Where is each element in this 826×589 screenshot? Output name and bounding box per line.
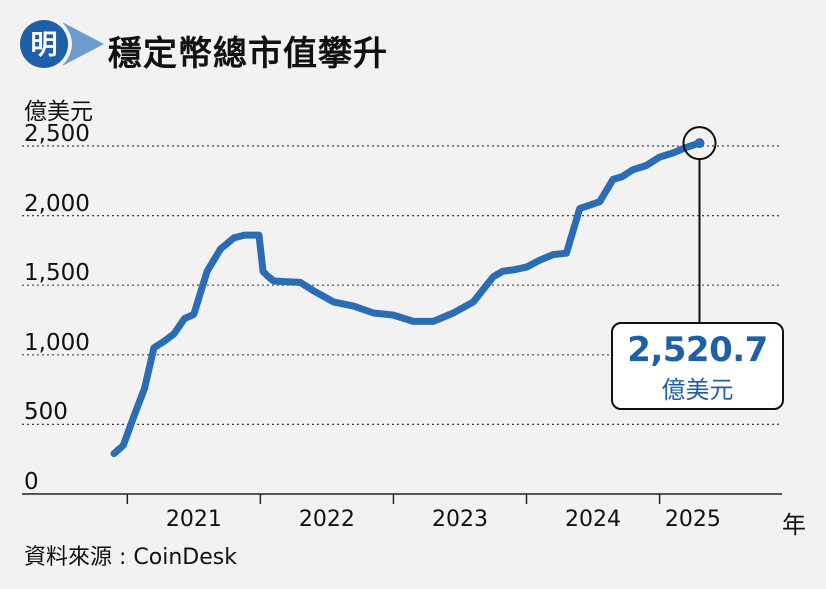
y-tick-label: 1,500 [24, 260, 90, 287]
y-axis-unit: 億美元 [24, 99, 93, 125]
logo-char: 明 [31, 30, 58, 61]
chart-title: 穩定幣總市值攀升 [108, 34, 388, 74]
x-tick-label: 2021 [165, 507, 222, 532]
x-tick-label: 2022 [298, 507, 355, 532]
series-line [110, 139, 703, 458]
y-tick-label: 500 [24, 399, 68, 426]
y-tick-label: 2,000 [24, 190, 90, 217]
value-callout: 2,520.7 億美元 [611, 322, 784, 410]
callout-unit: 億美元 [661, 376, 734, 404]
logo-icon: 明 [20, 20, 104, 68]
logo-swoosh [62, 22, 104, 66]
callout-value: 2,520.7 [627, 330, 768, 370]
logo-circle [20, 20, 68, 68]
y-tick-label: 2,500 [24, 121, 90, 147]
x-tick-label: 2023 [431, 507, 488, 532]
x-tick-label: 2024 [565, 507, 622, 532]
x-axis-unit: 年 [782, 511, 806, 539]
header: 明 穩定幣總市值攀升 [0, 0, 826, 80]
x-tick-label: 2025 [664, 507, 721, 532]
latest-point [694, 138, 705, 149]
y-tick-label: 0 [24, 469, 39, 495]
source-note: 資料來源 : CoinDesk [24, 545, 237, 570]
y-tick-label: 1,000 [24, 329, 90, 356]
